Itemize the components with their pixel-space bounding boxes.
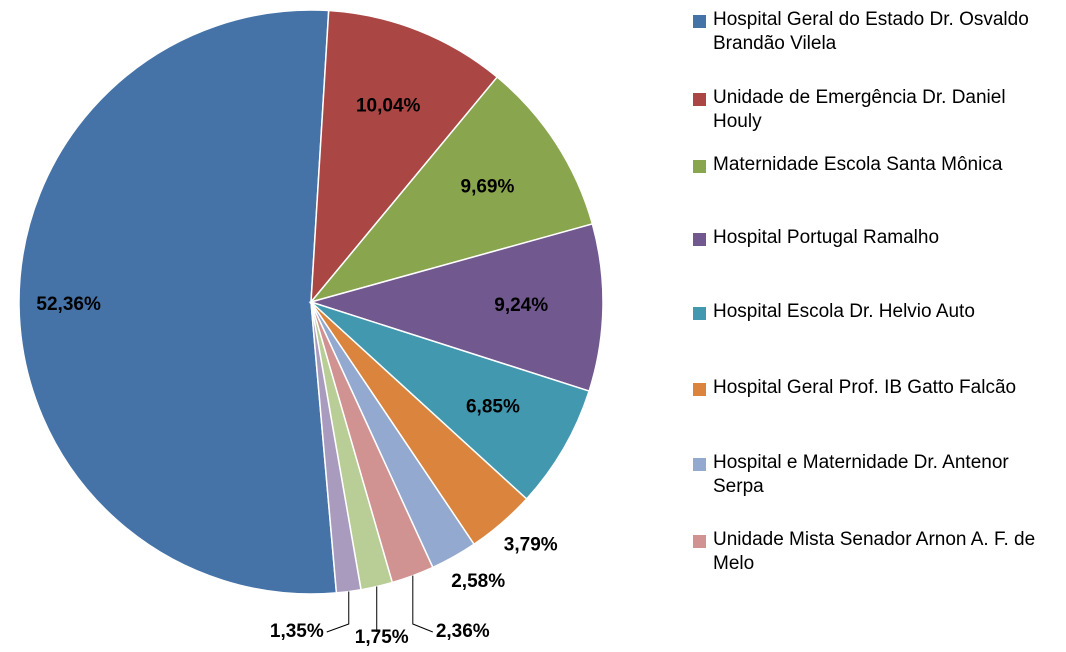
legend-item: Hospital Escola Dr. Helvio Auto — [693, 300, 1058, 324]
legend-item: Hospital Geral do Estado Dr. Osvaldo Bra… — [693, 8, 1058, 56]
data-label: 52,36% — [36, 294, 101, 315]
legend-swatch — [693, 535, 706, 548]
legend-swatch — [693, 383, 706, 396]
legend-item: Unidade de Emergência Dr. Daniel Houly — [693, 86, 1058, 134]
legend-swatch — [693, 307, 706, 320]
data-label: 6,85% — [466, 396, 520, 417]
data-label: 2,36% — [436, 621, 490, 642]
legend-label: Maternidade Escola Santa Mônica — [713, 154, 1003, 175]
pie-slice — [308, 76, 594, 304]
legend-swatch — [693, 15, 706, 28]
legend-item: Unidade Mista Senador Arnon A. F. de Mel… — [693, 528, 1058, 576]
data-label: 10,04% — [356, 95, 421, 116]
chart: 52,36% 10,04% 9,69% 9,24% 6,85% 3,79% 2,58% 2,3… — [18, 9, 604, 648]
legend-item: Hospital Portugal Ramalho — [693, 226, 1058, 250]
data-label: 1,35% — [270, 621, 324, 642]
legend-item: Hospital e Maternidade Dr. Antenor Serpa — [693, 451, 1058, 499]
legend-item: Maternidade Escola Santa Mônica — [693, 153, 1058, 177]
legend-label: Hospital Escola Dr. Helvio Auto — [713, 301, 975, 322]
data-label: 1,75% — [355, 627, 409, 648]
leader-line — [326, 591, 350, 633]
legend-swatch — [693, 233, 706, 246]
legend-swatch — [693, 93, 706, 106]
legend-swatch — [693, 160, 706, 173]
legend-label: Unidade Mista Senador Arnon A. F. de Mel… — [713, 529, 1036, 574]
legend-item: Hospital Geral Prof. IB Gatto Falcão — [693, 376, 1058, 400]
legend-label: Hospital Portugal Ramalho — [713, 227, 940, 248]
data-label: 2,58% — [451, 571, 505, 592]
legend-label: Hospital Geral Prof. IB Gatto Falcão — [713, 377, 1017, 398]
legend-label: Hospital Geral do Estado Dr. Osvaldo Bra… — [713, 9, 1029, 54]
pie-slice — [310, 301, 591, 501]
data-label: 3,79% — [504, 534, 558, 555]
pie-slice — [310, 301, 362, 594]
legend-swatch — [693, 458, 706, 471]
data-label: 9,24% — [494, 295, 548, 316]
data-label: 9,69% — [461, 177, 515, 198]
pie-slice — [310, 9, 499, 305]
legend-label: Hospital e Maternidade Dr. Antenor Serpa — [713, 452, 1009, 497]
pie-slice — [18, 9, 338, 595]
pie-slice — [308, 223, 604, 393]
leader-line — [412, 575, 433, 633]
legend-label: Unidade de Emergência Dr. Daniel Houly — [713, 87, 1006, 132]
